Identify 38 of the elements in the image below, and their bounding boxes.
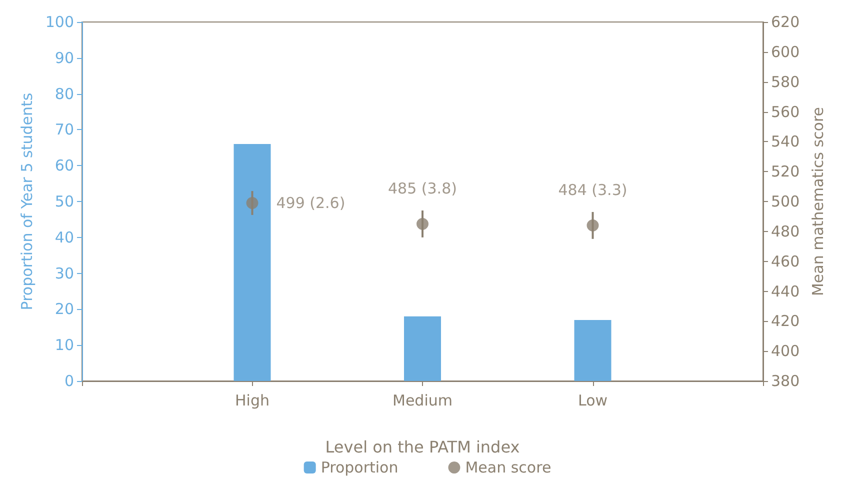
y2-tick-label: 540 <box>771 132 800 151</box>
y2-tick-label: 600 <box>771 42 800 61</box>
y-tick-label: 0 <box>64 372 74 390</box>
data-label: 499 (2.6) <box>276 194 346 212</box>
y-tick-label: 20 <box>54 300 74 318</box>
y-tick-label: 80 <box>54 84 74 103</box>
bar <box>574 320 612 381</box>
y-tick-label: 90 <box>54 48 74 67</box>
x-axis-title: Level on the PATM index <box>325 438 520 456</box>
x-tick-label: Medium <box>392 392 452 410</box>
bar <box>404 316 441 381</box>
bar <box>234 144 271 381</box>
y2-axis-title: Mean mathematics score <box>809 106 828 296</box>
y2-tick-label: 500 <box>771 192 800 210</box>
y-tick-label: 10 <box>54 336 74 354</box>
x-tick-label: Low <box>578 392 608 410</box>
y2-tick-label: 520 <box>771 162 800 181</box>
y2-tick-label: 440 <box>771 282 800 300</box>
y2-tick-label: 380 <box>771 372 800 390</box>
y-axis-title: Proportion of Year 5 students <box>18 92 36 310</box>
y2-tick-label: 420 <box>771 312 800 330</box>
y2-tick-label: 460 <box>771 252 800 270</box>
y-tick-label: 40 <box>54 228 74 246</box>
y2-tick-label: 480 <box>771 222 800 240</box>
legend-label: Proportion <box>320 458 398 476</box>
y-tick-label: 50 <box>54 192 74 210</box>
y2-tick-label: 560 <box>771 102 800 121</box>
data-label: 485 (3.8) <box>388 179 457 198</box>
y-tick-label: 70 <box>54 120 74 139</box>
legend-label: Mean score <box>465 458 552 476</box>
y-tick-label: 100 <box>45 13 74 31</box>
y2-tick-label: 580 <box>771 72 800 91</box>
data-label: 484 (3.3) <box>558 180 628 199</box>
y-tick-label: 30 <box>54 264 74 282</box>
y2-tick-label: 620 <box>771 13 800 31</box>
y-tick-label: 60 <box>54 156 74 175</box>
x-tick-label: High <box>235 392 270 410</box>
y2-tick-label: 400 <box>771 342 800 360</box>
